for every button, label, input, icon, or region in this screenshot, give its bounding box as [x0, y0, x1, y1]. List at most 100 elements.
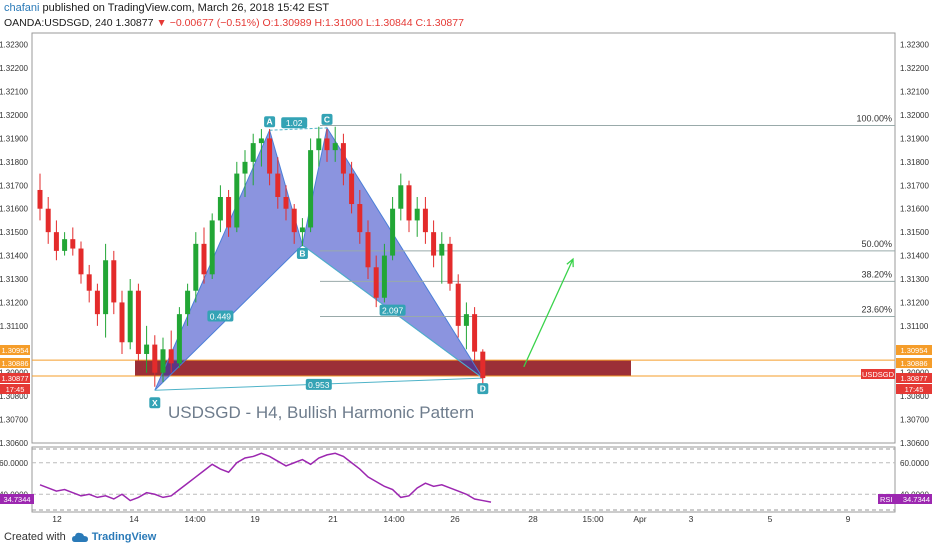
candle-body — [373, 267, 379, 298]
candle-body — [463, 314, 469, 326]
candle-body — [455, 283, 461, 326]
fib-label: 23.60% — [861, 304, 892, 314]
x-tick: 12 — [52, 514, 62, 524]
x-tick: 14 — [129, 514, 139, 524]
rsi-tag-right-label: RSI — [880, 495, 893, 504]
candle-body — [406, 185, 412, 221]
candle-body — [439, 243, 445, 256]
price-tag-left — [0, 345, 30, 355]
y-tick-left: 1.31600 — [0, 205, 29, 214]
candle-body — [176, 314, 182, 364]
candle-body — [357, 204, 363, 233]
candle-body — [53, 232, 59, 251]
y-tick-left: 1.30800 — [0, 392, 29, 401]
price-tag-right — [896, 384, 932, 394]
candle-body — [349, 173, 355, 205]
y-tick-right: 1.31400 — [900, 252, 929, 261]
tradingview-link[interactable]: TradingView — [71, 531, 157, 543]
x-tick: 26 — [450, 514, 460, 524]
price-tag-left-text: 1.30954 — [1, 346, 28, 355]
ratio-badge — [207, 310, 234, 322]
y-tick-left: 1.31300 — [0, 275, 29, 284]
candle-body — [340, 143, 346, 174]
rsi-tag-left-bg — [0, 494, 34, 504]
candle-body — [86, 274, 92, 291]
publish-text: published on TradingView.com, March 26, … — [39, 2, 330, 14]
price-tag-right-text: 1.30954 — [900, 346, 927, 355]
cloud-icon — [71, 532, 88, 542]
candle-body — [168, 349, 174, 364]
symbol-tag-bg — [861, 369, 895, 379]
y-tick-right: 1.31600 — [900, 205, 929, 214]
y-tick-left: 1.30700 — [0, 416, 29, 425]
candle-body — [144, 344, 150, 354]
y-tick-right: 1.31500 — [900, 228, 929, 237]
y-tick-right: 1.32200 — [900, 64, 929, 73]
candle-body — [242, 161, 248, 174]
point-badge — [264, 116, 276, 128]
price-tag-right — [896, 358, 932, 368]
point-label: D — [480, 384, 486, 394]
x-tick: 9 — [846, 514, 851, 524]
price-tag-left-text: 1.30886 — [1, 359, 28, 368]
candle-body — [291, 208, 297, 233]
point-badge — [149, 397, 161, 409]
candle-body — [390, 208, 396, 256]
point-label: A — [267, 117, 273, 127]
y-tick-left: 1.31900 — [0, 134, 29, 143]
candle-body — [398, 185, 404, 209]
y-tick-left: 1.32300 — [0, 41, 29, 50]
ac-line — [269, 127, 328, 131]
candle-body — [160, 349, 166, 373]
rsi-tick-left: 60.0000 — [0, 459, 29, 468]
price-tag-left — [0, 373, 30, 383]
y-tick-right: 1.31900 — [900, 134, 929, 143]
candle-body — [299, 227, 305, 233]
price-tag-left — [0, 384, 30, 394]
candle-body — [308, 150, 314, 228]
y-tick-left: 1.32100 — [0, 88, 29, 97]
rsi-pane — [32, 448, 895, 511]
chart-title: USDSGD - H4, Bullish Harmonic Pattern — [168, 403, 474, 422]
candle-body — [135, 290, 141, 354]
tradingview-brand: TradingView — [91, 531, 157, 543]
ratio-label: 2.097 — [382, 306, 404, 316]
symbol-label: OANDA:USDSGD, 240 — [4, 17, 113, 29]
y-tick-left: 1.31500 — [0, 228, 29, 237]
candle-body — [316, 138, 322, 151]
rsi-tick-right: 60.0000 — [900, 459, 929, 468]
created-with-text: Created with — [4, 531, 66, 543]
y-tick-right: 1.32300 — [900, 41, 929, 50]
y-tick-left: 1.31400 — [0, 252, 29, 261]
y-tick-right: 1.31300 — [900, 275, 929, 284]
point-label: X — [152, 398, 158, 408]
fib-label: 38.20% — [861, 269, 892, 279]
candle-body — [472, 314, 478, 352]
x-tick: 5 — [768, 514, 773, 524]
price-tag-left — [0, 358, 30, 368]
y-tick-right: 1.32000 — [900, 111, 929, 120]
candle-body — [209, 220, 215, 275]
ratio-label: 0.449 — [210, 311, 232, 321]
y-tick-right: 1.31200 — [900, 298, 929, 307]
candle-body — [422, 208, 428, 233]
candle-body — [258, 138, 264, 144]
y-tick-right: 1.30600 — [900, 439, 929, 448]
y-tick-right: 1.31700 — [900, 181, 929, 190]
candle-body — [103, 260, 109, 315]
candle-body — [275, 173, 281, 197]
y-tick-left: 1.32000 — [0, 111, 29, 120]
candle-body — [250, 143, 256, 162]
ohlc-values: O:1.30989 H:1.31000 L:1.30844 C:1.30877 — [262, 17, 464, 29]
y-tick-left: 1.31800 — [0, 158, 29, 167]
candle-body — [111, 260, 117, 303]
publisher-username[interactable]: chafani — [4, 2, 40, 14]
symbol-tag: USDSGD — [862, 370, 895, 379]
price-tag-right-text: 17:45 — [905, 385, 924, 394]
candle-body — [332, 143, 338, 151]
rsi-tag-right-bg — [878, 494, 932, 504]
target-arrow-head — [566, 257, 574, 268]
x-tick: 19 — [250, 514, 260, 524]
y-tick-right: 1.30800 — [900, 392, 929, 401]
